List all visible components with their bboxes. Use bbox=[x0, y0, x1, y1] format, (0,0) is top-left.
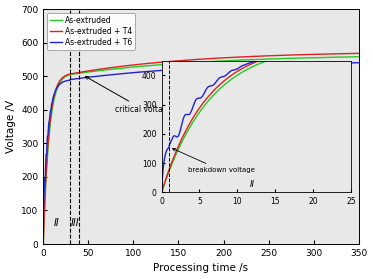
As-extruded bbox=[41, 242, 46, 246]
As-extruded + T4 bbox=[357, 52, 361, 55]
Line: As-extruded + T4: As-extruded + T4 bbox=[43, 53, 359, 244]
As-extruded + T4 bbox=[155, 61, 160, 64]
Legend: As-extruded, As-extruded + T4, As-extruded + T6: As-extruded, As-extruded + T4, As-extrud… bbox=[47, 13, 135, 50]
As-extruded bbox=[228, 59, 233, 62]
Y-axis label: Voltage /V: Voltage /V bbox=[6, 100, 16, 153]
As-extruded bbox=[357, 55, 361, 58]
X-axis label: Processing time /s: Processing time /s bbox=[153, 263, 248, 273]
As-extruded + T4 bbox=[228, 56, 233, 59]
As-extruded bbox=[332, 56, 336, 59]
As-extruded + T6 bbox=[155, 69, 160, 73]
As-extruded + T6 bbox=[357, 61, 361, 64]
As-extruded + T6 bbox=[241, 64, 246, 68]
Text: II: II bbox=[54, 218, 60, 228]
As-extruded + T6 bbox=[107, 73, 111, 77]
As-extruded bbox=[190, 61, 194, 64]
As-extruded + T6 bbox=[332, 62, 336, 65]
As-extruded bbox=[241, 58, 246, 62]
As-extruded + T6 bbox=[228, 65, 233, 68]
As-extruded + T4 bbox=[332, 52, 336, 56]
As-extruded + T4 bbox=[107, 66, 111, 69]
As-extruded + T4 bbox=[241, 55, 246, 59]
As-extruded bbox=[107, 68, 111, 71]
As-extruded + T4 bbox=[190, 58, 194, 61]
Text: critical voltage: critical voltage bbox=[85, 76, 173, 114]
Line: As-extruded + T6: As-extruded + T6 bbox=[43, 63, 359, 244]
As-extruded + T6 bbox=[41, 242, 46, 246]
As-extruded + T6 bbox=[190, 67, 194, 70]
As-extruded + T4 bbox=[41, 242, 46, 246]
As-extruded bbox=[155, 63, 160, 67]
Text: III: III bbox=[70, 218, 79, 228]
Line: As-extruded: As-extruded bbox=[43, 57, 359, 244]
